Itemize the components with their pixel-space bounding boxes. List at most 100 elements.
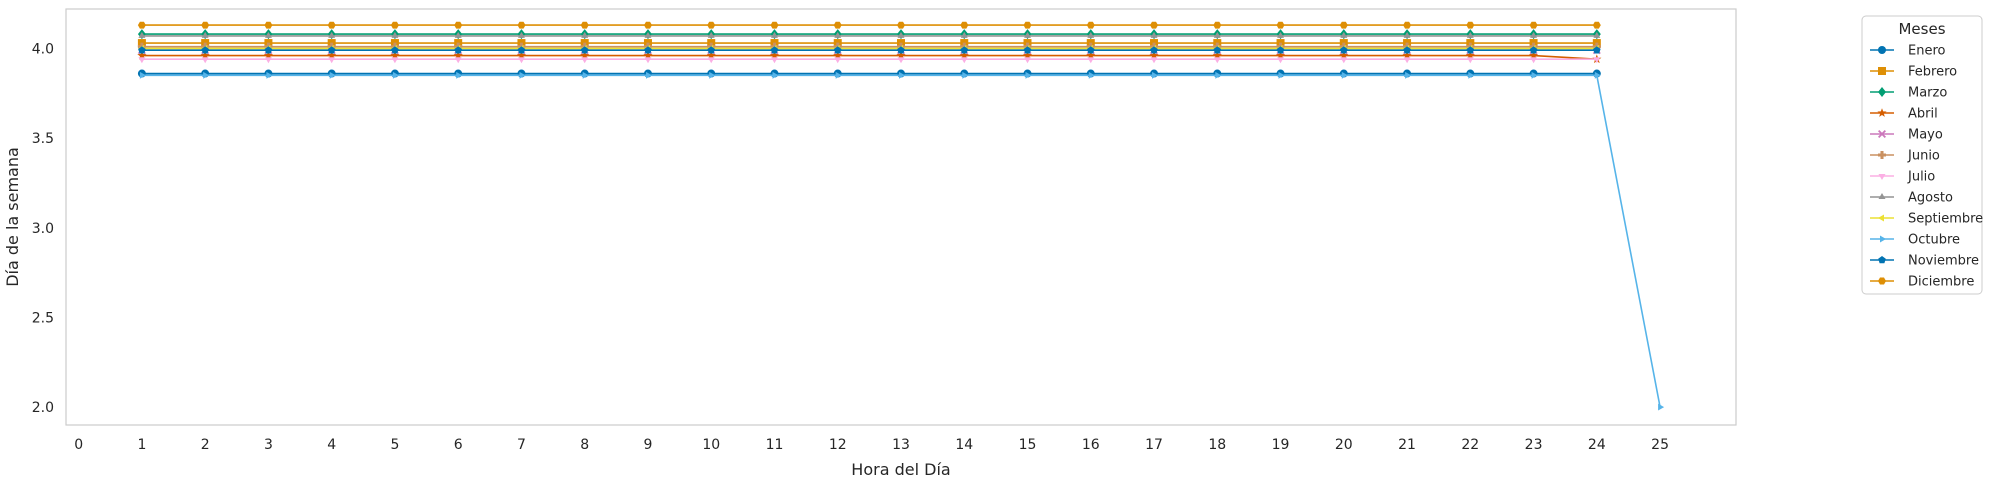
data-point-diciembre xyxy=(1023,21,1032,29)
data-point-noviembre xyxy=(1023,46,1032,54)
data-point-julio xyxy=(897,57,905,64)
x-tick-label: 24 xyxy=(1588,437,1606,453)
data-point-octubre xyxy=(392,71,399,79)
data-point-octubre xyxy=(1152,71,1158,79)
data-point-julio xyxy=(834,57,842,64)
x-axis-title: Hora del Día xyxy=(851,460,950,479)
data-point-noviembre xyxy=(897,46,905,54)
x-tick-label: 9 xyxy=(644,437,653,453)
data-point-agosto xyxy=(1150,31,1158,38)
y-tick-label: 3.5 xyxy=(32,131,54,147)
data-point-julio xyxy=(581,57,589,64)
y-tick-label: 2.0 xyxy=(32,400,54,416)
legend-item-junio: Junio xyxy=(1870,149,1940,164)
data-point-julio xyxy=(1277,57,1284,64)
data-point-octubre xyxy=(519,71,526,79)
legend-item-marzo: Marzo xyxy=(1870,86,1947,101)
data-point-julio xyxy=(1466,57,1474,64)
data-point-julio xyxy=(771,57,778,64)
data-point-agosto xyxy=(1530,31,1537,38)
legend-swatch-marker xyxy=(1878,130,1886,138)
data-point-abril xyxy=(137,50,147,60)
data-point-diciembre xyxy=(897,21,905,29)
data-point-diciembre xyxy=(390,21,399,29)
data-point-octubre xyxy=(1278,71,1285,79)
data-point-julio xyxy=(1340,57,1348,64)
data-point-octubre xyxy=(962,71,969,79)
x-tick-label: 14 xyxy=(955,437,973,453)
data-point-noviembre xyxy=(644,46,652,54)
data-point-noviembre xyxy=(201,46,209,54)
data-point-diciembre xyxy=(517,21,526,29)
data-point-agosto xyxy=(897,31,905,38)
series-julio xyxy=(138,57,1601,64)
data-point-octubre xyxy=(646,71,652,79)
x-tick-label: 6 xyxy=(454,437,463,453)
data-point-agosto xyxy=(454,31,462,38)
data-point-noviembre xyxy=(707,46,715,54)
data-point-octubre xyxy=(1341,71,1348,79)
x-tick-label: 22 xyxy=(1461,437,1479,453)
data-point-noviembre xyxy=(391,46,399,54)
data-point-noviembre xyxy=(1529,46,1538,54)
data-point-julio xyxy=(1150,57,1158,64)
x-tick-label: 16 xyxy=(1082,437,1100,453)
x-tick-label: 17 xyxy=(1145,437,1163,453)
data-point-agosto xyxy=(834,31,842,38)
data-point-abril xyxy=(1529,50,1539,60)
data-point-julio xyxy=(454,57,462,64)
data-point-noviembre xyxy=(454,46,462,54)
series-diciembre xyxy=(137,21,1601,29)
data-point-abril xyxy=(769,50,779,60)
legend-swatch-marker xyxy=(1878,256,1886,264)
legend-item-febrero: Febrero xyxy=(1870,65,1957,80)
data-point-diciembre xyxy=(644,21,652,29)
data-point-noviembre xyxy=(138,46,146,54)
data-point-abril xyxy=(327,50,337,60)
legend-label-noviembre: Noviembre xyxy=(1908,254,1979,269)
data-point-abril xyxy=(896,50,906,60)
x-tick-label: 8 xyxy=(580,437,589,453)
legend-label-abril: Abril xyxy=(1908,107,1938,122)
data-point-diciembre xyxy=(1150,21,1158,29)
legend-swatch-marker xyxy=(1878,46,1886,54)
data-point-octubre xyxy=(203,71,210,79)
data-point-julio xyxy=(138,57,146,64)
x-tick-label: 12 xyxy=(829,437,847,453)
legend-swatch-marker xyxy=(1878,174,1886,180)
x-tick-label: 3 xyxy=(264,437,273,453)
data-point-octubre xyxy=(1405,71,1412,79)
data-point-julio xyxy=(518,57,525,64)
data-point-noviembre xyxy=(327,46,336,54)
legend-item-enero: Enero xyxy=(1870,44,1946,59)
legend-label-enero: Enero xyxy=(1908,44,1946,59)
x-tick-label: 10 xyxy=(702,437,720,453)
legend-swatch-marker xyxy=(1878,193,1886,199)
data-point-noviembre xyxy=(833,46,842,54)
data-point-noviembre xyxy=(580,46,589,54)
x-tick-label: 5 xyxy=(390,437,399,453)
data-point-agosto xyxy=(518,31,525,38)
y-axis-title: Día de la semana xyxy=(3,147,22,287)
legend-swatch-marker xyxy=(1878,67,1886,75)
data-point-diciembre xyxy=(1276,21,1285,29)
data-point-abril xyxy=(706,50,716,60)
series-layer xyxy=(137,21,1665,411)
legend-label-marzo: Marzo xyxy=(1908,86,1947,101)
data-point-diciembre xyxy=(1529,21,1538,29)
data-point-octubre xyxy=(139,71,146,79)
data-point-noviembre xyxy=(1403,46,1411,54)
legend-item-mayo: Mayo xyxy=(1870,128,1943,143)
legend: Meses Enero Febrero Marzo Abril Mayo Junio Jul… xyxy=(1861,15,1983,295)
data-point-abril xyxy=(263,50,273,60)
y-tick-label: 4.0 xyxy=(32,41,54,57)
data-point-noviembre xyxy=(1213,46,1222,54)
data-point-octubre xyxy=(709,71,716,79)
series-abril xyxy=(137,50,1602,64)
data-point-octubre xyxy=(899,71,905,79)
data-point-octubre xyxy=(1088,71,1095,79)
data-point-julio xyxy=(1213,57,1221,64)
data-point-abril xyxy=(1339,50,1349,60)
data-point-agosto xyxy=(201,31,209,38)
